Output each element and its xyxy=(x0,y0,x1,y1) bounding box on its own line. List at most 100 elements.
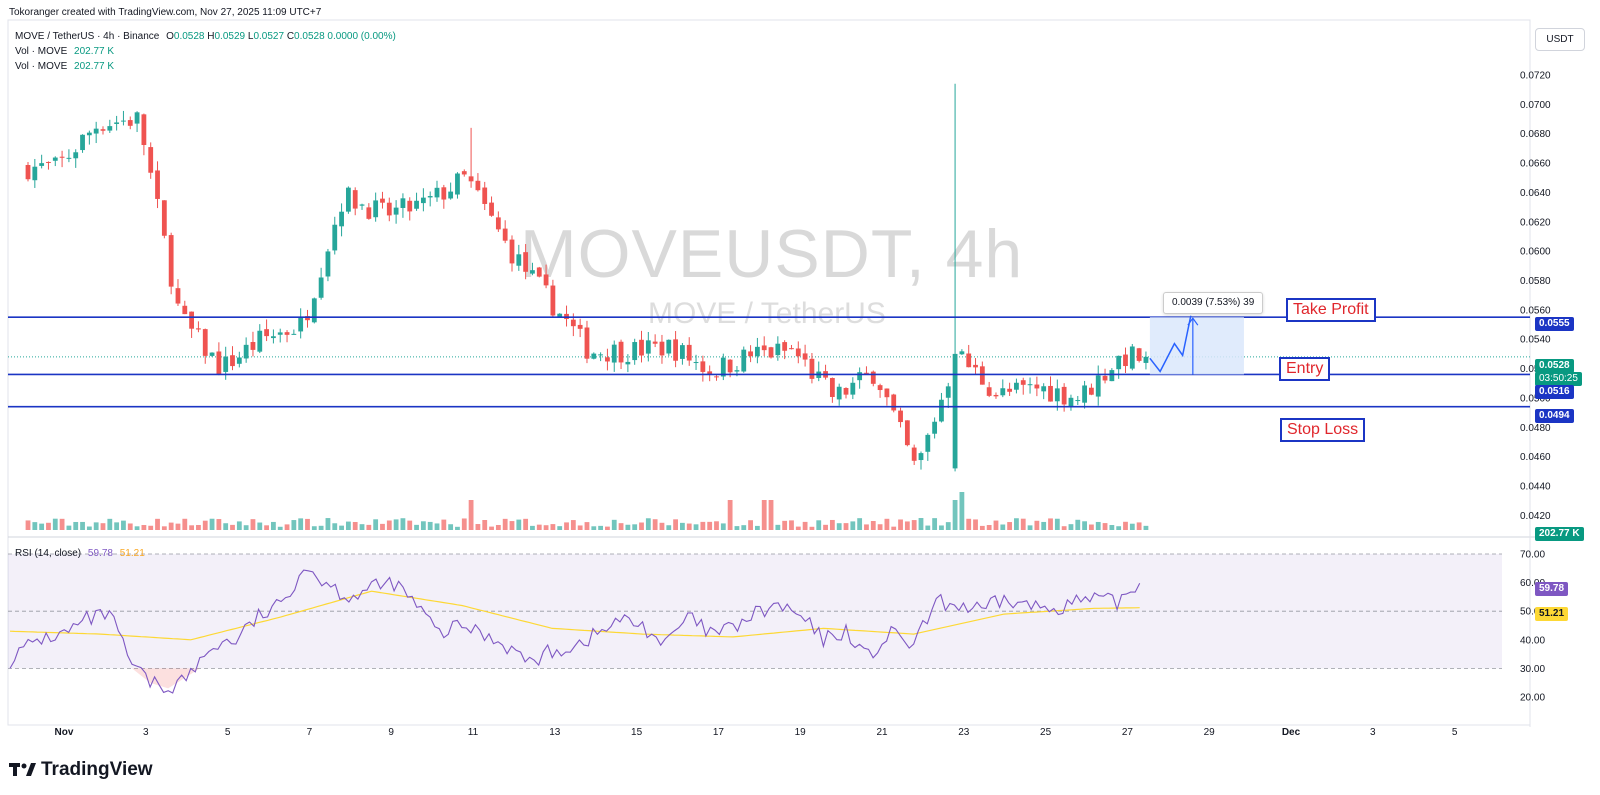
volume-bar xyxy=(264,525,269,530)
candle-body xyxy=(570,319,576,327)
volume-bar xyxy=(1020,518,1026,530)
price-axis-label: 0.0440 xyxy=(1520,482,1551,493)
volume-bar xyxy=(468,500,474,530)
rsi-legend-value: 59.78 xyxy=(87,548,113,559)
candle-body xyxy=(427,196,433,198)
candle-body xyxy=(966,353,972,368)
ohlc-close-label: C xyxy=(286,31,295,42)
volume-bar xyxy=(618,523,624,530)
candle-body xyxy=(775,343,781,356)
tradingview-logo[interactable]: TradingView xyxy=(9,759,153,783)
volume-bar xyxy=(673,519,678,530)
volume-bar xyxy=(311,526,317,530)
candle-body xyxy=(39,163,45,166)
volume-bar xyxy=(795,526,801,530)
candle-body xyxy=(843,387,849,395)
stop-loss-label[interactable]: Stop Loss xyxy=(1280,418,1366,442)
candle-body xyxy=(639,339,644,356)
candle-body xyxy=(332,224,338,251)
rsi-legend[interactable]: RSI (14, close) 59.78 51.21 xyxy=(15,548,145,559)
time-axis-label: 25 xyxy=(1040,727,1052,738)
candle-body xyxy=(148,147,154,173)
volume-bar xyxy=(161,526,167,530)
symbol-legend[interactable]: MOVE / TetherUS · 4h · Binance O0.0528 H… xyxy=(15,31,396,42)
candle-body xyxy=(1129,346,1135,369)
volume-bar xyxy=(141,525,147,530)
volume-bar xyxy=(1041,521,1047,530)
axes: 0.0720 0.0700 0.0680 0.0660 0.0640 0.0620 0.06… xyxy=(55,71,1551,739)
volume-bar xyxy=(257,522,263,530)
volume-bar xyxy=(1014,518,1019,530)
volume-bar xyxy=(877,524,883,530)
volume-bar xyxy=(945,522,951,530)
volume-legend-2[interactable]: Vol · MOVE 202.77 K xyxy=(15,61,114,72)
candle-body xyxy=(1143,356,1149,363)
vol-label: Vol · MOVE xyxy=(15,61,68,72)
volume-bar xyxy=(339,525,344,530)
volume-bar xyxy=(461,518,467,530)
candle-body xyxy=(618,341,624,363)
candle-body xyxy=(86,132,92,136)
candle-body xyxy=(414,200,419,209)
candle-body xyxy=(932,421,938,434)
candle-body xyxy=(448,191,454,199)
volume-bar xyxy=(366,524,372,530)
rsi-axis-label: 60.00 xyxy=(1520,578,1545,589)
volume-bar xyxy=(741,525,747,530)
volume-bar xyxy=(611,519,617,530)
volume-bar xyxy=(1075,519,1081,530)
currency-button[interactable]: USDT xyxy=(1535,28,1585,51)
candle-body xyxy=(591,353,597,359)
candle-body xyxy=(550,285,556,316)
candle-body xyxy=(502,228,508,241)
volume-bar xyxy=(121,520,126,530)
volume-bar xyxy=(645,518,651,530)
candle-body xyxy=(1027,384,1033,386)
time-axis-label: 15 xyxy=(631,727,643,738)
volume-bar xyxy=(639,522,644,530)
candle-body xyxy=(734,370,740,372)
volume-bar xyxy=(1089,524,1094,530)
volume-bar xyxy=(332,523,338,530)
volume-bar xyxy=(434,523,440,530)
volume-bar xyxy=(782,520,788,530)
volume-bar xyxy=(291,520,297,530)
rsi-ma-tag: 51.21 xyxy=(1535,607,1569,621)
volume-bar xyxy=(775,524,781,530)
candle-body xyxy=(420,197,426,204)
candle-body xyxy=(993,394,999,397)
volume-bar xyxy=(1102,523,1108,530)
candle-body xyxy=(223,356,229,372)
volume-bar xyxy=(298,518,304,530)
volume-bar xyxy=(25,520,31,530)
candle-body xyxy=(523,252,529,272)
volume-bar xyxy=(1068,524,1074,530)
volume-bar xyxy=(134,526,140,530)
take-profit-label[interactable]: Take Profit xyxy=(1286,298,1376,322)
candle-body xyxy=(1000,388,1006,396)
volume-legend-1[interactable]: Vol · MOVE 202.77 K xyxy=(15,46,114,57)
candle-body xyxy=(434,187,440,198)
candle-body xyxy=(1034,384,1040,389)
candle-body xyxy=(884,388,890,398)
candle-body xyxy=(673,339,678,361)
price-axis-label: 0.0600 xyxy=(1520,247,1551,258)
volume-bar xyxy=(1123,521,1128,530)
price-axis-label: 0.0560 xyxy=(1520,305,1551,316)
volume-bar xyxy=(843,523,849,530)
volume-bar xyxy=(455,526,460,530)
candle-body xyxy=(168,235,174,287)
candle-body xyxy=(155,170,160,199)
price-axis-label: 0.0460 xyxy=(1520,452,1551,463)
volume-bar xyxy=(720,523,726,530)
volume-bar xyxy=(100,523,106,530)
volume-bars xyxy=(25,492,1149,530)
volume-bar xyxy=(1116,526,1122,530)
volume-bar xyxy=(32,522,38,530)
candle-body xyxy=(161,200,167,236)
entry-label[interactable]: Entry xyxy=(1279,357,1331,381)
symbol-line: MOVE / TetherUS · 4h · Binance xyxy=(15,31,160,42)
volume-bar xyxy=(734,526,740,530)
volume-bar xyxy=(516,519,522,530)
